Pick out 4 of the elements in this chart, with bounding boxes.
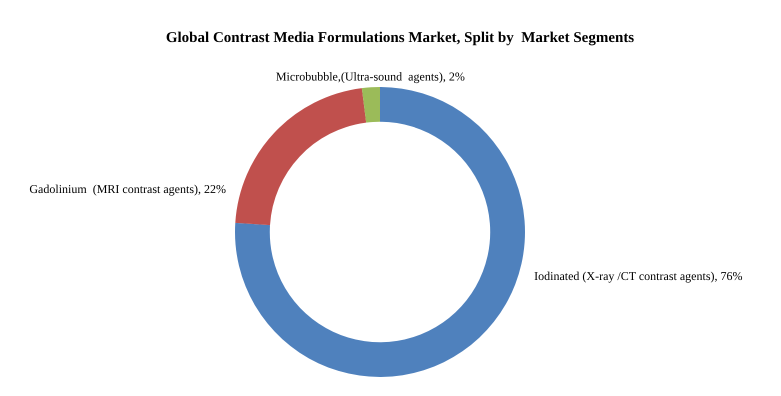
slice-label: Iodinated (X-ray /CT contrast agents), 76% [534,269,742,284]
chart-title: Global Contrast Media Formulations Market, Split by Market Segments [166,30,634,46]
slice-label: Gadolinium (MRI contrast agents), 22% [29,182,226,196]
slice-label: Microbubble,(Ultra-sound agents), 2% [276,69,465,84]
